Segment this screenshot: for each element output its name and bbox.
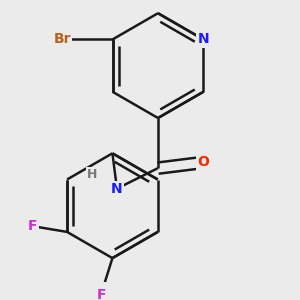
Text: O: O bbox=[198, 155, 209, 170]
Text: N: N bbox=[111, 182, 123, 196]
Text: F: F bbox=[96, 287, 106, 300]
Text: Br: Br bbox=[54, 32, 71, 46]
Text: H: H bbox=[87, 169, 97, 182]
Text: F: F bbox=[28, 219, 38, 233]
Text: N: N bbox=[197, 32, 209, 46]
